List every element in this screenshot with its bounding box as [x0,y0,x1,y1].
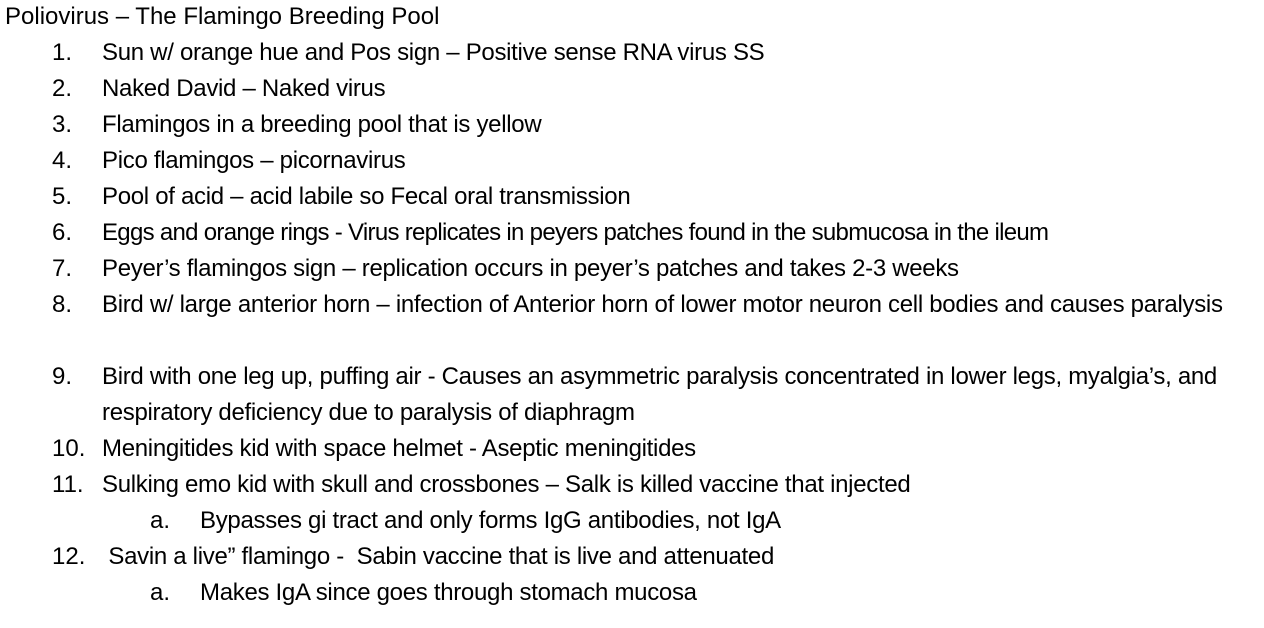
list-item: 11. Sulking emo kid with skull and cross… [0,467,1264,503]
list-item: 12. Savin a live” flamingo - Sabin vacci… [0,539,1264,575]
list-text: Pico flamingos – picornavirus [102,147,406,174]
list-number: 3. [52,111,73,138]
list-number: 10. [52,435,86,462]
list-item: 5. Pool of acid – acid labile so Fecal o… [0,179,1264,215]
list-number: 9. [52,363,73,390]
list-text: Bird with one leg up, puffing air - Caus… [102,363,1217,426]
sub-list-letter: a. [150,507,171,534]
list-number: 5. [52,183,73,210]
list-number: 2. [52,75,73,102]
list-number: 11. [52,471,84,498]
sub-list-item: a. Bypasses gi tract and only forms IgG … [0,503,1264,539]
list-item: 8. Bird w/ large anterior horn – infecti… [0,287,1264,359]
list-item: 3. Flamingos in a breeding pool that is … [0,107,1264,143]
list-number: 12. [52,543,86,570]
list-number: 8. [52,291,73,318]
document-title: Poliovirus – The Flamingo Breeding Pool [5,3,440,30]
sub-list-text: Makes IgA since goes through stomach muc… [200,579,697,606]
list-text: Sulking emo kid with skull and crossbone… [102,471,911,498]
list-item: 1. Sun w/ orange hue and Pos sign – Posi… [0,35,1264,71]
list-number: 6. [52,219,73,246]
list-number: 1. [52,39,73,66]
list-text: Bird w/ large anterior horn – infection … [102,291,1223,318]
list-item: 6. Eggs and orange rings - Virus replica… [0,215,1264,251]
numbered-list: 1. Sun w/ orange hue and Pos sign – Posi… [0,35,1264,611]
list-item: 9. Bird with one leg up, puffing air - C… [0,359,1264,431]
list-number: 7. [52,255,73,282]
sub-list-letter: a. [150,579,171,606]
list-text: Pool of acid – acid labile so Fecal oral… [102,183,631,210]
list-item: 7. Peyer’s flamingos sign – replication … [0,251,1264,287]
list-text: Savin a live” flamingo - Sabin vaccine t… [102,543,774,570]
list-text: Peyer’s flamingos sign – replication occ… [102,255,959,282]
list-item: 10. Meningitides kid with space helmet -… [0,431,1264,467]
sub-list-text: Bypasses gi tract and only forms IgG ant… [200,507,781,534]
list-text: Meningitides kid with space helmet - Ase… [102,435,696,462]
list-text: Naked David – Naked virus [102,75,386,102]
list-text: Flamingos in a breeding pool that is yel… [102,111,542,138]
list-number: 4. [52,147,73,174]
list-text: Eggs and orange rings - Virus replicates… [102,219,1049,246]
list-text: Sun w/ orange hue and Pos sign – Positiv… [102,39,765,66]
sub-list-item: a. Makes IgA since goes through stomach … [0,575,1264,611]
list-item: 4. Pico flamingos – picornavirus [0,143,1264,179]
list-item: 2. Naked David – Naked virus [0,71,1264,107]
